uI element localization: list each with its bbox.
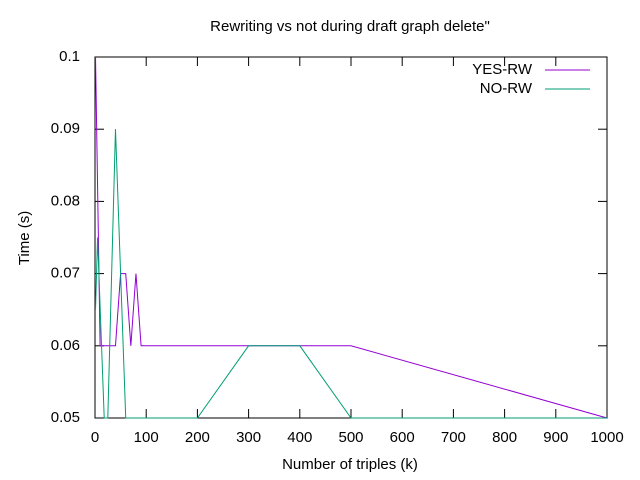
x-axis-label: Number of triples (k) bbox=[282, 456, 418, 473]
y-axis-label: Time (s) bbox=[16, 211, 33, 265]
y-tick-label: 0.05 bbox=[51, 409, 80, 426]
y-tick-label: 0.1 bbox=[59, 48, 80, 65]
series-line bbox=[95, 129, 607, 419]
series-line bbox=[95, 56, 608, 419]
x-tick-label: 1000 bbox=[590, 429, 623, 446]
x-tick-label: 600 bbox=[390, 429, 415, 446]
y-tick-label: 0.09 bbox=[51, 120, 80, 137]
x-tick-label: 300 bbox=[236, 429, 261, 446]
x-tick-label: 100 bbox=[134, 429, 159, 446]
legend-label: NO-RW bbox=[480, 80, 533, 97]
x-tick-label: 500 bbox=[338, 429, 363, 446]
y-tick-label: 0.07 bbox=[51, 265, 80, 282]
chart-title: Rewriting vs not during draft graph dele… bbox=[210, 18, 490, 35]
x-tick-label: 0 bbox=[91, 429, 99, 446]
legend-label: YES-RW bbox=[472, 61, 533, 78]
x-tick-label: 900 bbox=[543, 429, 568, 446]
x-tick-label: 200 bbox=[185, 429, 210, 446]
x-tick-label: 800 bbox=[492, 429, 517, 446]
x-tick-label: 700 bbox=[441, 429, 466, 446]
x-tick-label: 400 bbox=[287, 429, 312, 446]
plot-border bbox=[94, 56, 608, 419]
y-tick-label: 0.06 bbox=[51, 337, 80, 354]
y-tick-label: 0.08 bbox=[51, 192, 80, 209]
